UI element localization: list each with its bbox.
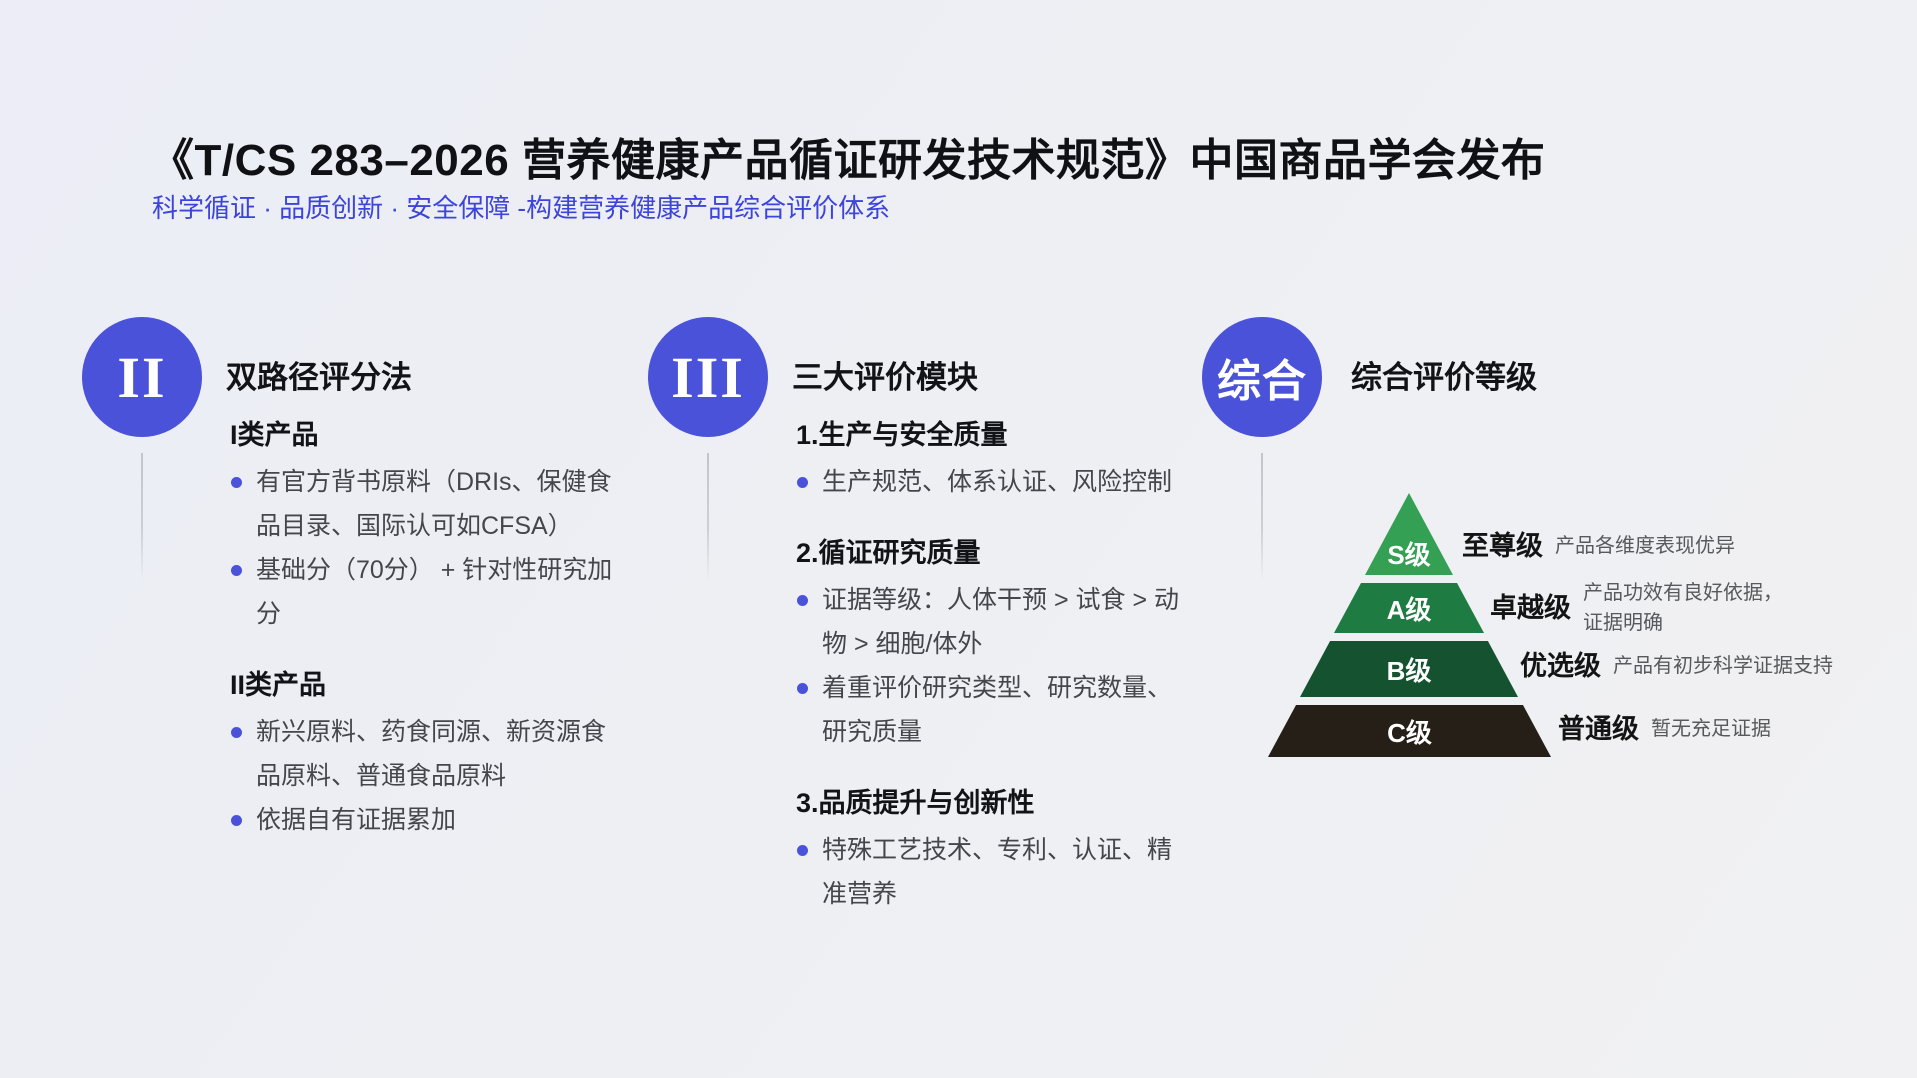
badge-comprehensive-label: 综合 <box>1217 357 1307 406</box>
section-evidence-research: 2.循证研究质量 证据等级：人体干预 > 试食 > 动物 > 细胞/体外 着重评… <box>796 534 1184 754</box>
grade-desc-B: 产品有初步科学证据支持 <box>1613 655 1833 677</box>
grade-row-B: 优选级 产品有初步科学证据支持 <box>1520 650 1833 682</box>
bullet-list: 特殊工艺技术、专利、认证、精准营养 <box>796 828 1184 916</box>
column-heading-modules: 三大评价模块 <box>792 360 978 395</box>
bullet-text: 有官方背书原料（DRIs、保健食品目录、国际认可如CFSA） <box>256 468 612 540</box>
bullet-text: 基础分（70分） + 针对性研究加分 <box>256 556 613 628</box>
section-production-safety: 1.生产与安全质量 生产规范、体系认证、风险控制 <box>796 416 1184 504</box>
bullet-dot-icon <box>231 727 242 738</box>
bullet-item: 依据自有证据累加 <box>230 798 628 842</box>
bullet-text: 新兴原料、药食同源、新资源食品原料、普通食品原料 <box>256 718 607 790</box>
bullet-text: 依据自有证据累加 <box>256 806 457 834</box>
bullet-dot-icon <box>231 815 242 826</box>
grade-row-A: 卓越级 产品功效有良好依据， 证据明确 <box>1490 578 1783 638</box>
column-heading-dual-path: 双路径评分法 <box>226 360 412 395</box>
tier-A-label: A级 <box>1386 594 1432 625</box>
connector-line-3 <box>1261 453 1263 581</box>
bullet-list: 生产规范、体系认证、风险控制 <box>796 460 1184 504</box>
bullet-dot-icon <box>797 845 808 856</box>
page-title: 《T/CS 283–2026 营养健康产品循证研发技术规范》中国商品学会发布 <box>150 136 1546 186</box>
subheading-evidence-research: 2.循证研究质量 <box>796 538 981 568</box>
bullet-item: 新兴原料、药食同源、新资源食品原料、普通食品原料 <box>230 710 628 798</box>
bullet-item: 生产规范、体系认证、风险控制 <box>796 460 1184 504</box>
grade-pyramid: S级 A级 B级 C级 <box>1268 493 1551 759</box>
connector-line-1 <box>141 453 143 581</box>
badge-circle-comprehensive: 综合 <box>1202 317 1322 437</box>
bullet-item: 有官方背书原料（DRIs、保健食品目录、国际认可如CFSA） <box>230 460 628 548</box>
tier-B-label: B级 <box>1386 655 1432 686</box>
page-subtitle: 科学循证 · 品质创新 · 安全保障 -构建营养健康产品综合评价体系 <box>152 193 891 223</box>
bullet-list: 有官方背书原料（DRIs、保健食品目录、国际认可如CFSA） 基础分（70分） … <box>230 460 628 636</box>
bullet-text: 着重评价研究类型、研究数量、研究质量 <box>822 674 1173 746</box>
bullet-dot-icon <box>797 477 808 488</box>
grade-desc-A-line2: 证据明确 <box>1583 612 1663 634</box>
bullet-dot-icon <box>797 683 808 694</box>
bullet-text: 生产规范、体系认证、风险控制 <box>822 468 1173 496</box>
pyramid-tier-B: B级 <box>1300 641 1518 697</box>
grade-desc-A-line1: 产品功效有良好依据， <box>1583 582 1783 604</box>
subheading-type-I: I类产品 <box>230 420 319 450</box>
column-heading-grades: 综合评价等级 <box>1351 360 1537 395</box>
grade-row-S: 至尊级 产品各维度表现优异 <box>1462 530 1735 562</box>
pyramid-tier-A: A级 <box>1334 583 1484 633</box>
section-type-II-products: II类产品 新兴原料、药食同源、新资源食品原料、普通食品原料 依据自有证据累加 <box>230 666 628 842</box>
section-quality-innovation: 3.品质提升与创新性 特殊工艺技术、专利、认证、精准营养 <box>796 784 1184 916</box>
badge-II-label: II <box>117 344 167 410</box>
badge-circle-II: II <box>82 317 202 437</box>
bullet-item: 基础分（70分） + 针对性研究加分 <box>230 548 628 636</box>
grade-row-C: 普通级 暂无充足证据 <box>1558 713 1771 745</box>
bullet-dot-icon <box>797 595 808 606</box>
bullet-text: 特殊工艺技术、专利、认证、精准营养 <box>822 836 1173 908</box>
grade-desc-A: 产品功效有良好依据， 证据明确 <box>1583 578 1783 638</box>
bullet-item: 着重评价研究类型、研究数量、研究质量 <box>796 666 1184 754</box>
subheading-type-II: II类产品 <box>230 670 327 700</box>
grade-name-B: 优选级 <box>1520 651 1601 681</box>
bullet-text: 证据等级：人体干预 > 试食 > 动物 > 细胞/体外 <box>822 586 1179 658</box>
column-modules-content: 1.生产与安全质量 生产规范、体系认证、风险控制 2.循证研究质量 证据等级：人… <box>796 416 1184 916</box>
subheading-production-safety: 1.生产与安全质量 <box>796 420 1008 450</box>
bullet-dot-icon <box>231 477 242 488</box>
section-type-I-products: I类产品 有官方背书原料（DRIs、保健食品目录、国际认可如CFSA） 基础分（… <box>230 416 628 636</box>
grade-desc-S: 产品各维度表现优异 <box>1555 535 1735 557</box>
grade-desc-C: 暂无充足证据 <box>1651 718 1771 740</box>
badge-circle-III: III <box>648 317 768 437</box>
bullet-item: 证据等级：人体干预 > 试食 > 动物 > 细胞/体外 <box>796 578 1184 666</box>
column-dual-path-content: I类产品 有官方背书原料（DRIs、保健食品目录、国际认可如CFSA） 基础分（… <box>230 416 628 842</box>
badge-III-label: III <box>671 344 745 410</box>
tier-S-label: S级 <box>1387 540 1431 570</box>
grade-name-S: 至尊级 <box>1462 531 1543 561</box>
connector-line-2 <box>707 453 709 581</box>
grade-name-C: 普通级 <box>1558 714 1639 744</box>
pyramid-tier-S: S级 <box>1365 493 1453 575</box>
grade-name-A: 卓越级 <box>1490 593 1571 623</box>
bullet-dot-icon <box>231 565 242 576</box>
subheading-quality-innovation: 3.品质提升与创新性 <box>796 788 1035 818</box>
tier-C-label: C级 <box>1387 717 1432 748</box>
bullet-list: 证据等级：人体干预 > 试食 > 动物 > 细胞/体外 着重评价研究类型、研究数… <box>796 578 1184 754</box>
bullet-item: 特殊工艺技术、专利、认证、精准营养 <box>796 828 1184 916</box>
pyramid-tier-C: C级 <box>1268 705 1551 757</box>
bullet-list: 新兴原料、药食同源、新资源食品原料、普通食品原料 依据自有证据累加 <box>230 710 628 842</box>
